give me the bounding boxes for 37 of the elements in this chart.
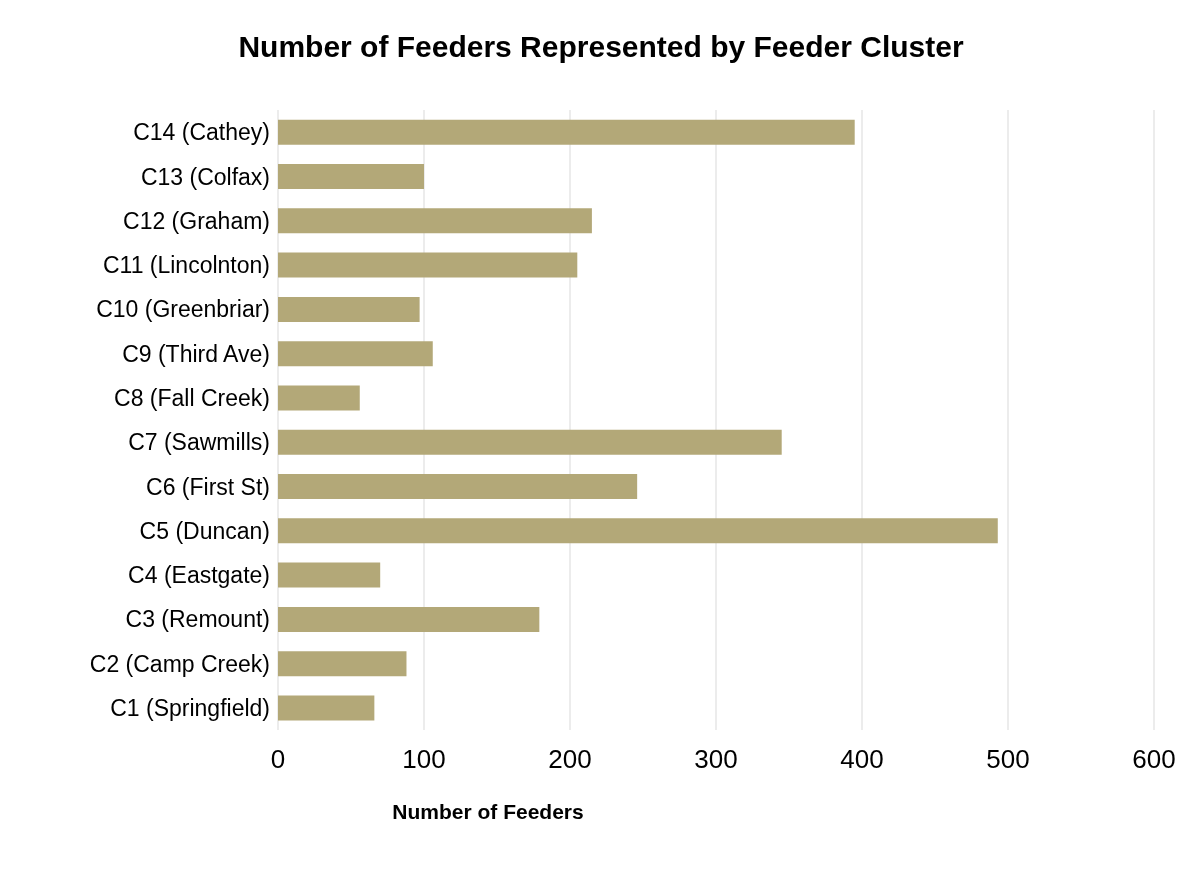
x-tick-label: 300	[694, 744, 738, 775]
x-tick-label: 200	[548, 744, 592, 775]
y-tick-label: C4 (Eastgate)	[128, 562, 270, 589]
bar	[278, 341, 433, 367]
bar	[278, 562, 381, 588]
bar	[278, 252, 578, 278]
x-tick-label: 600	[1132, 744, 1176, 775]
x-tick-label: 400	[840, 744, 884, 775]
y-tick-label: C7 (Sawmills)	[128, 429, 270, 456]
chart-title: Number of Feeders Represented by Feeder Cluster	[237, 29, 965, 65]
y-tick-label: C6 (First St)	[146, 473, 270, 500]
y-tick-label: C9 (Third Ave)	[122, 340, 270, 367]
y-tick-label: C12 (Graham)	[123, 207, 270, 234]
y-tick-label: C11 (Lincolnton)	[102, 252, 270, 279]
bar	[278, 518, 998, 544]
x-tick-label: 500	[986, 744, 1030, 775]
y-tick-label: C13 (Colfax)	[140, 163, 270, 190]
y-tick-label: C5 (Duncan)	[139, 517, 270, 544]
y-tick-label: C1 (Springfield)	[110, 695, 270, 722]
bar	[278, 296, 420, 322]
y-tick-label: C8 (Fall Creek)	[114, 385, 270, 412]
y-tick-label: C14 (Cathey)	[133, 119, 270, 146]
y-tick-label: C10 (Greenbriar)	[96, 296, 270, 323]
bar	[278, 429, 782, 455]
bar	[278, 474, 638, 500]
bar	[278, 606, 540, 632]
bar	[278, 164, 424, 190]
x-axis-title: Number of Feeders	[391, 800, 585, 824]
y-tick-label: C3 (Remount)	[125, 606, 270, 633]
bar	[278, 208, 592, 234]
bar	[278, 651, 407, 677]
bar	[278, 695, 375, 721]
x-tick-label: 100	[402, 744, 446, 775]
x-tick-label: 0	[270, 744, 286, 775]
bar	[278, 385, 360, 411]
y-tick-label: C2 (Camp Creek)	[89, 650, 270, 677]
bar	[278, 119, 855, 145]
